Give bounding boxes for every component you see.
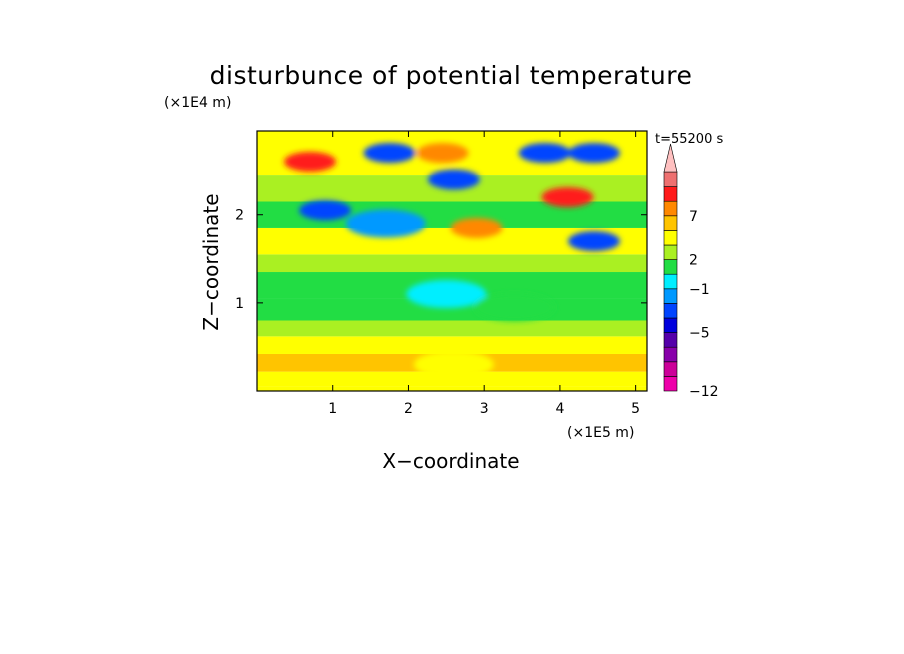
heatmap-feature (518, 143, 571, 164)
heatmap-feature (284, 151, 337, 172)
colorbar-segment (663, 259, 678, 275)
heatmap-area (257, 131, 647, 391)
y-axis-label: Z−coordinate (199, 193, 223, 330)
heatmap-band (257, 371, 647, 387)
heatmap-band (257, 320, 647, 337)
heatmap-feature (541, 187, 594, 208)
heatmap-feature (413, 350, 494, 379)
y-axis: 12 (235, 208, 647, 312)
heatmap-feature (363, 143, 416, 164)
chart-title: disturbunce of potential temperature (210, 61, 693, 90)
colorbar-tick-label: −5 (689, 326, 710, 342)
x-tick-label: 5 (631, 401, 640, 417)
colorbar-segment (663, 200, 678, 217)
plot-frame (256, 130, 648, 392)
x-axis: 1 2 3 4 5 (328, 131, 640, 417)
heatmap-feature (299, 200, 352, 221)
colorbar-tick-label: 7 (689, 209, 698, 225)
heatmap-band (257, 254, 647, 273)
colorbar-segment (663, 332, 678, 348)
colorbar-tick-label: −12 (689, 384, 719, 400)
colorbar-segment (663, 303, 678, 319)
colorbar-segment (663, 171, 678, 187)
y-tick-label: 2 (235, 208, 244, 224)
colorbar-segment (663, 317, 678, 333)
x-axis-label: X−coordinate (382, 449, 519, 473)
colorbar-segment (663, 244, 678, 260)
heatmap-feature (427, 169, 480, 190)
x-unit-label: (×1E5 m) (567, 425, 634, 441)
heatmap-feature (567, 143, 620, 164)
time-label: t=55200 s (655, 132, 723, 147)
colorbar-tick-label: −1 (689, 282, 710, 298)
x-tick-label: 1 (328, 401, 337, 417)
heatmap-feature (450, 217, 503, 238)
colorbar-segment (663, 186, 678, 202)
heatmap-band (257, 336, 647, 354)
heatmap-feature (567, 231, 620, 252)
heatmap-feature (416, 143, 469, 164)
x-tick-label: 3 (480, 401, 489, 417)
heatmap-features (284, 143, 620, 379)
y-unit-label: (×1E4 m) (164, 95, 231, 111)
heatmap-feature (345, 209, 426, 238)
y-tick-label: 1 (235, 296, 244, 312)
colorbar-extend-arrow (663, 143, 678, 173)
colorbar-segment (663, 230, 678, 246)
x-tick-label: 4 (555, 401, 564, 417)
heatmap-band (257, 386, 647, 391)
colorbar-segment (663, 361, 678, 377)
colorbar-tick-label: 2 (689, 253, 698, 269)
heatmap-feature (406, 280, 487, 309)
colorbar: −12−5−127 (663, 143, 719, 400)
heatmap-feature (474, 293, 555, 322)
colorbar-segment (663, 273, 678, 290)
x-tick-label: 2 (404, 401, 413, 417)
colorbar-segment (663, 346, 678, 363)
colorbar-segment (663, 288, 678, 304)
colorbar-segment (663, 215, 678, 231)
colorbar-segment (663, 376, 678, 392)
